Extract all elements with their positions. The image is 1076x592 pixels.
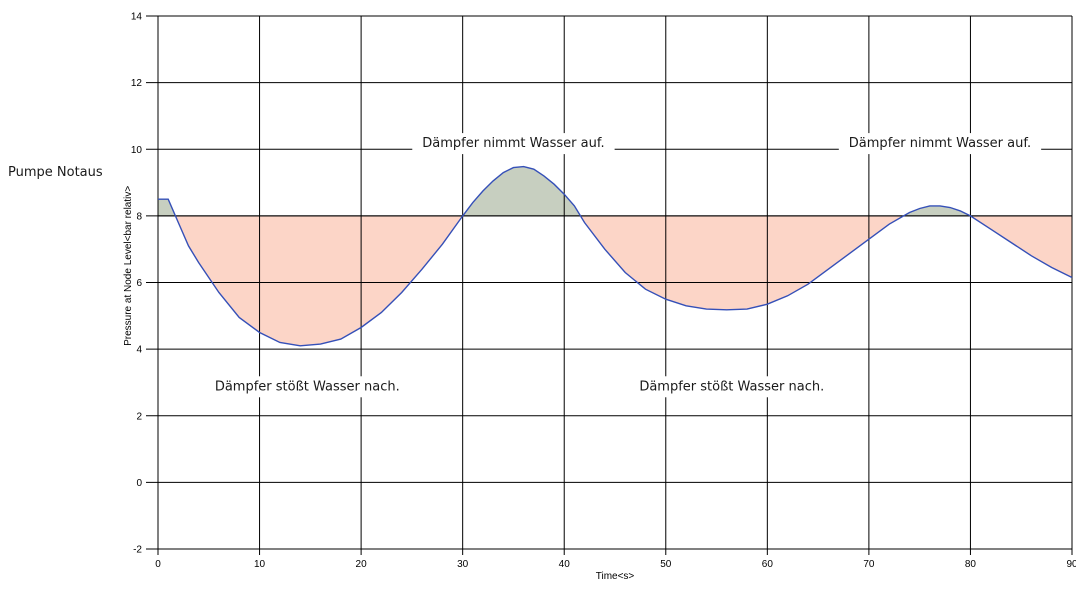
annotation-bg-1 xyxy=(838,133,1042,155)
grid-lines xyxy=(146,15,1073,555)
y-tick-label-0: -2 xyxy=(133,545,142,556)
series-line xyxy=(158,165,1073,347)
pump-emergency-stop-label: Pumpe Notaus xyxy=(8,165,103,180)
x-tick-label-2: 20 xyxy=(356,559,368,570)
annotation-2: Dämpfer stößt Wasser nach. xyxy=(204,376,410,398)
y-tick-label-4: 6 xyxy=(136,278,142,289)
x-tick-label-1: 10 xyxy=(254,559,266,570)
annotation-text-2: Dämpfer stößt Wasser nach. xyxy=(215,379,400,394)
y-tick-label-6: 10 xyxy=(131,145,143,156)
x-tick-label-6: 60 xyxy=(762,559,774,570)
y-tick-labels: -2 0 2 4 6 8 10 12 14 xyxy=(131,12,143,556)
y-tick-label-8: 14 xyxy=(131,12,143,23)
y-axis-title: Pressure at Node Level<bar relativ> xyxy=(123,186,134,346)
annotation-1: Dämpfer nimmt Wasser auf. xyxy=(838,133,1042,155)
annotation-bg-2 xyxy=(204,376,410,398)
fill-below-5 xyxy=(970,215,1072,278)
area-fills xyxy=(158,166,1072,346)
annotation-bg-0 xyxy=(412,133,615,155)
annotation-bg-3 xyxy=(629,376,835,398)
y-tick-label-3: 4 xyxy=(136,345,142,356)
y-tick-label-7: 12 xyxy=(131,78,143,89)
fill-below-3 xyxy=(580,215,904,310)
y-tick-label-5: 8 xyxy=(136,211,142,222)
annotation-text-1: Dämpfer nimmt Wasser auf. xyxy=(849,136,1031,151)
annotation-0: Dämpfer nimmt Wasser auf. xyxy=(412,133,615,155)
x-tick-label-8: 80 xyxy=(965,559,977,570)
fill-below-1 xyxy=(175,215,463,346)
annotation-3: Dämpfer stößt Wasser nach. xyxy=(629,376,835,398)
fill-above-2 xyxy=(462,166,581,216)
x-tick-label-4: 40 xyxy=(559,559,571,570)
annotation-text-3: Dämpfer stößt Wasser nach. xyxy=(639,379,824,394)
x-axis-title: Time<s> xyxy=(596,571,635,582)
x-tick-label-0: 0 xyxy=(155,559,161,570)
x-tick-label-5: 50 xyxy=(660,559,672,570)
x-tick-label-9: 90 xyxy=(1066,559,1076,570)
y-tick-label-2: 2 xyxy=(136,411,142,422)
fill-above-0 xyxy=(158,199,176,216)
annotation-text-0: Dämpfer nimmt Wasser auf. xyxy=(422,136,604,151)
x-tick-label-3: 30 xyxy=(457,559,469,570)
annotations: Dämpfer nimmt Wasser auf. Dämpfer nimmt W… xyxy=(204,133,1042,398)
y-tick-label-1: 0 xyxy=(136,478,142,489)
x-tick-labels: 0 10 20 30 40 50 60 70 80 90 xyxy=(155,559,1076,570)
x-tick-label-7: 70 xyxy=(863,559,875,570)
